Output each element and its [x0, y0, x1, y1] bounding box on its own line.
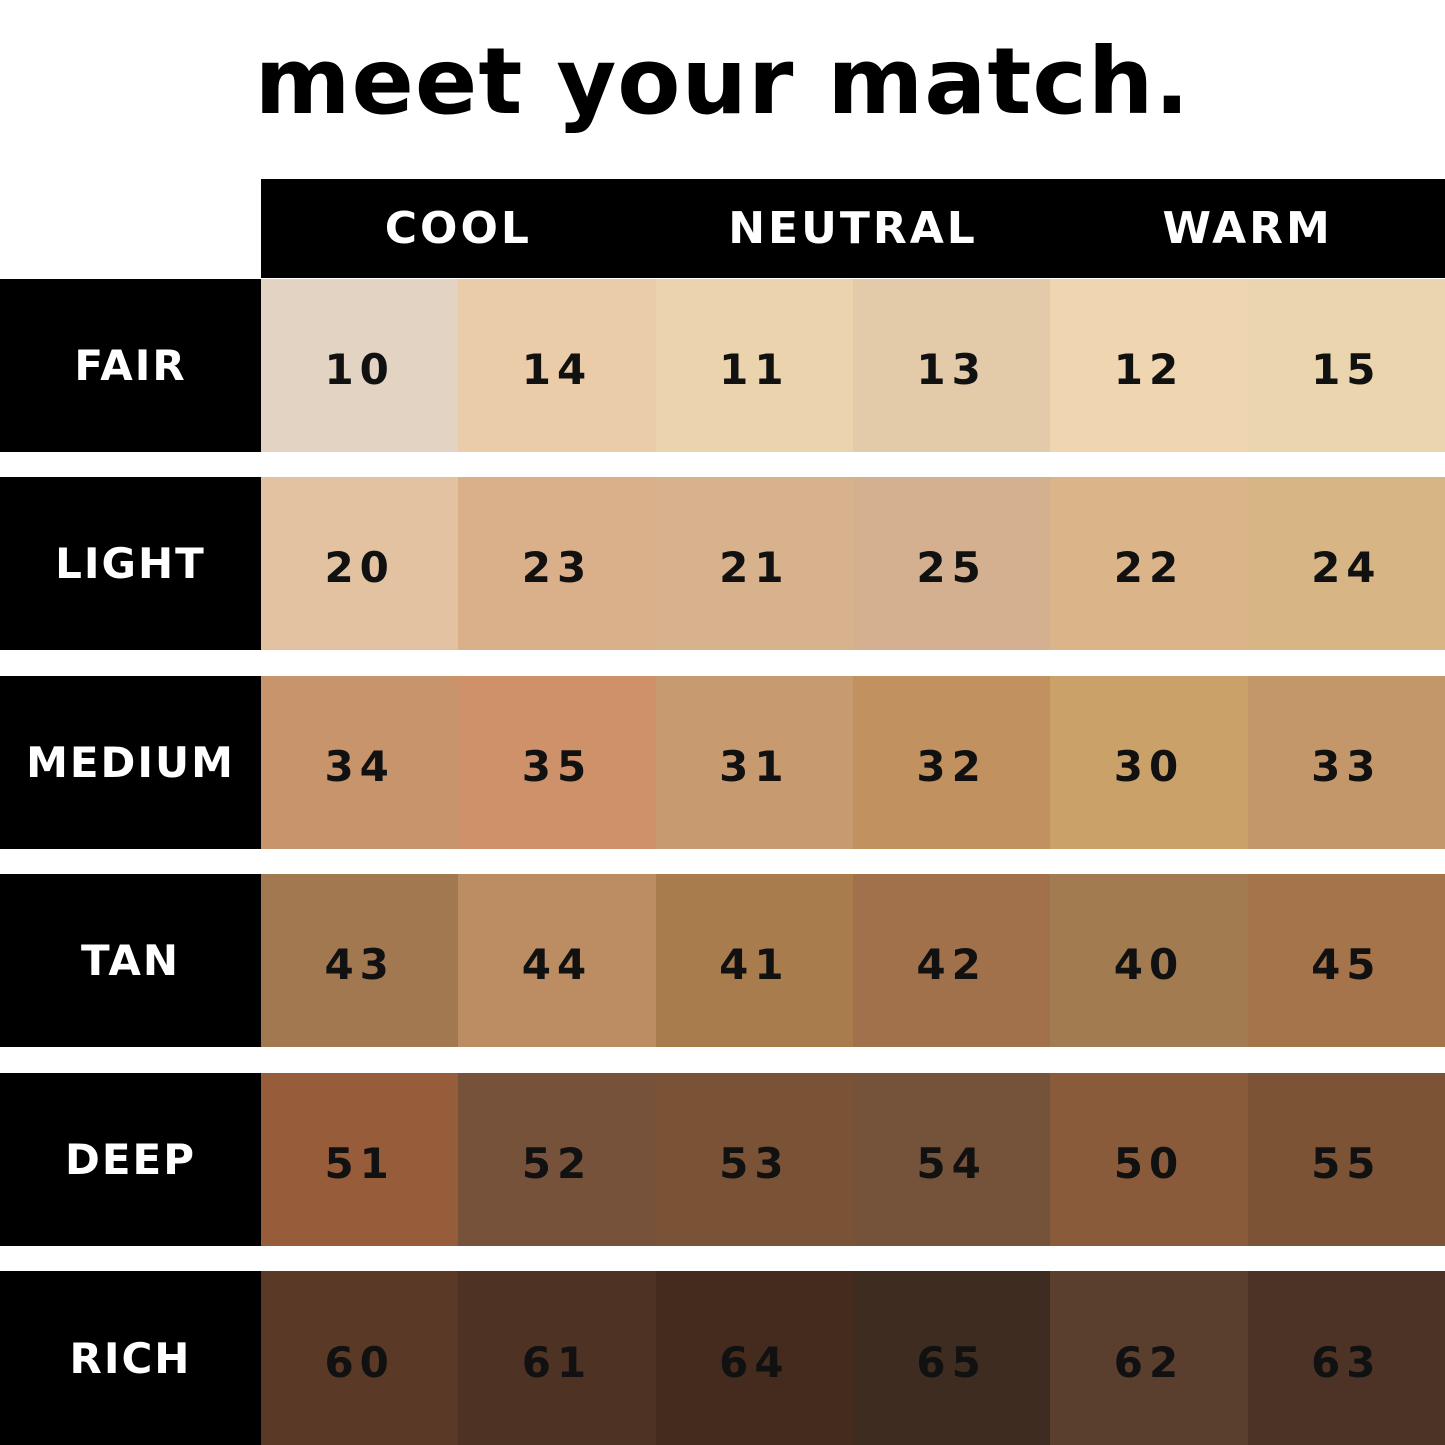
- shade-row-light: LIGHT 20 23 21 25 22 24: [0, 477, 1445, 650]
- shade-swatch: 41: [655, 874, 853, 1047]
- shade-swatch: 20: [261, 477, 459, 650]
- shade-row-medium: MEDIUM 34 35 31 32 30 33: [0, 676, 1445, 849]
- shade-swatch: 14: [458, 279, 656, 452]
- shade-swatch: 11: [655, 279, 853, 452]
- shade-swatch: 12: [1050, 279, 1248, 452]
- shade-swatch: 42: [852, 874, 1051, 1047]
- shade-swatch: 33: [1247, 676, 1445, 849]
- shade-swatch: 24: [1247, 477, 1445, 650]
- shade-swatch: 23: [458, 477, 656, 650]
- shade-swatch: 44: [458, 874, 656, 1047]
- shade-swatch: 25: [852, 477, 1051, 650]
- column-header-cool: COOL: [384, 203, 532, 254]
- shade-swatch: 34: [261, 676, 459, 849]
- shade-row-fair: FAIR 10 14 11 13 12 15: [0, 279, 1445, 452]
- shade-swatch: 62: [1050, 1271, 1248, 1445]
- shade-swatch: 64: [655, 1271, 853, 1445]
- shade-swatch: 21: [655, 477, 853, 650]
- row-label: RICH: [0, 1271, 261, 1445]
- row-label: FAIR: [0, 279, 261, 452]
- shade-swatch: 15: [1247, 279, 1445, 452]
- shade-row-rich: RICH 60 61 64 65 62 63: [0, 1271, 1445, 1445]
- shade-swatch: 50: [1050, 1073, 1248, 1246]
- shade-row-deep: DEEP 51 52 53 54 50 55: [0, 1073, 1445, 1246]
- row-label: MEDIUM: [0, 676, 261, 849]
- shade-swatch: 54: [852, 1073, 1051, 1246]
- row-label: TAN: [0, 874, 261, 1047]
- shade-swatch: 45: [1247, 874, 1445, 1047]
- shade-swatch: 30: [1050, 676, 1248, 849]
- shade-swatch: 61: [458, 1271, 656, 1445]
- shade-swatch: 43: [261, 874, 459, 1047]
- shade-swatch: 65: [852, 1271, 1051, 1445]
- title-text: meet your match.: [254, 28, 1191, 135]
- shade-swatch: 22: [1050, 477, 1248, 650]
- page-title: meet your match.: [0, 28, 1445, 135]
- shade-swatch: 51: [261, 1073, 459, 1246]
- undertone-header: COOL NEUTRAL WARM: [261, 179, 1445, 278]
- column-header-neutral: NEUTRAL: [728, 203, 978, 254]
- shade-swatch: 13: [852, 279, 1051, 452]
- shade-swatch: 10: [261, 279, 459, 452]
- row-label: DEEP: [0, 1073, 261, 1246]
- shade-row-tan: TAN 43 44 41 42 40 45: [0, 874, 1445, 1047]
- shade-swatch: 53: [655, 1073, 853, 1246]
- shade-swatch: 55: [1247, 1073, 1445, 1246]
- shade-swatch: 40: [1050, 874, 1248, 1047]
- shade-swatch: 32: [852, 676, 1051, 849]
- shade-swatch: 60: [261, 1271, 459, 1445]
- column-header-warm: WARM: [1162, 203, 1333, 254]
- row-label: LIGHT: [0, 477, 261, 650]
- shade-swatch: 63: [1247, 1271, 1445, 1445]
- shade-swatch: 52: [458, 1073, 656, 1246]
- shade-swatch: 35: [458, 676, 656, 849]
- shade-swatch: 31: [655, 676, 853, 849]
